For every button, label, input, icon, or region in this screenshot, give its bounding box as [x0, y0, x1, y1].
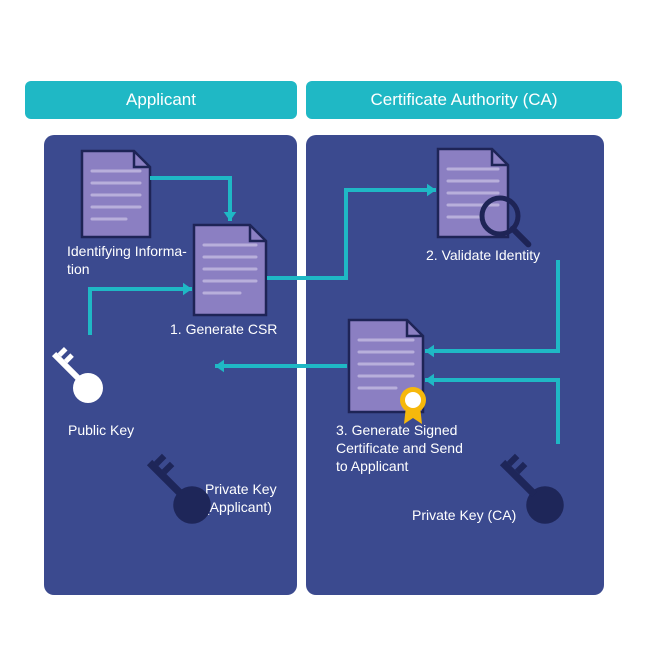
diagram-canvas: [0, 0, 650, 649]
arrow-pubkey-to-csr: [90, 283, 192, 335]
arrow-csr-to-inspect: [267, 184, 436, 278]
arrow-info-to-csr: [150, 178, 236, 221]
doc-identifying-info-icon: [82, 151, 150, 237]
public-key-icon: [43, 343, 109, 409]
arrow-signed-to-applicant: [215, 360, 347, 373]
certificate-seal-icon: [400, 387, 426, 424]
private-key-applicant-icon: [136, 449, 218, 531]
private-key-ca-icon: [489, 449, 571, 531]
doc-inspect-icon: [438, 149, 508, 237]
doc-csr-icon: [194, 225, 266, 315]
arrow-ca-key-to-signed: [425, 374, 558, 444]
arrow-inspect-down: [425, 260, 558, 357]
